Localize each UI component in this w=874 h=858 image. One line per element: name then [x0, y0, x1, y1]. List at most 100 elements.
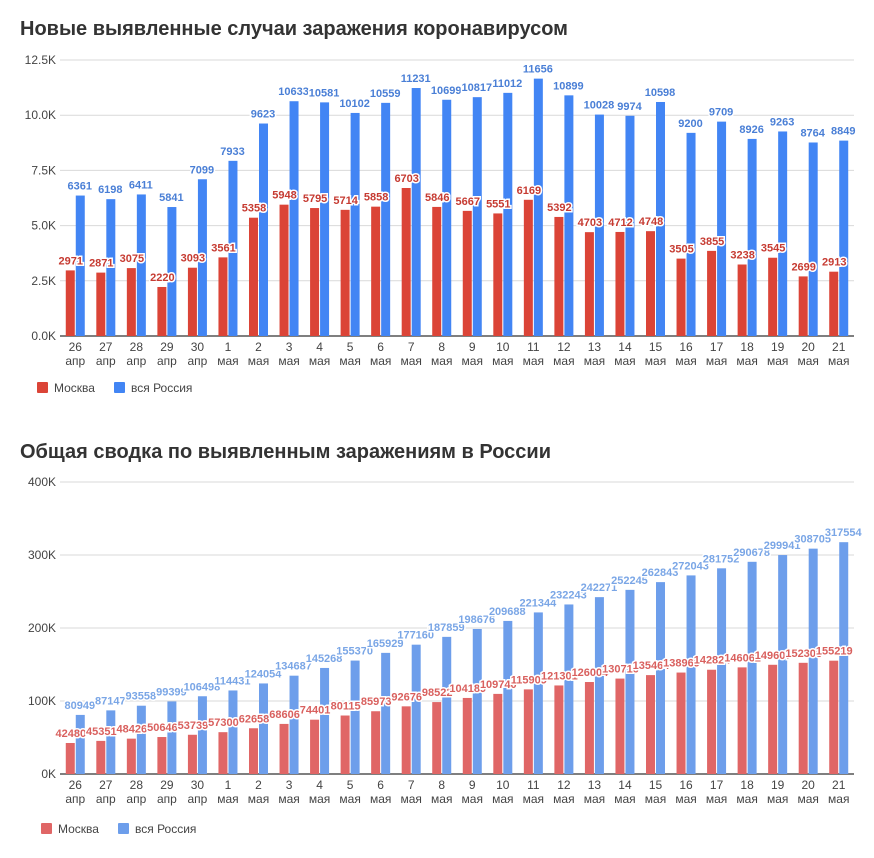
x-tick-label: 20	[802, 340, 816, 354]
x-tick-label: 1	[225, 778, 232, 792]
bar-russia	[656, 582, 665, 774]
data-label-russia: 9974	[617, 101, 642, 113]
bar-moscow	[279, 204, 289, 336]
bar-russia	[381, 102, 391, 337]
bar-moscow	[310, 719, 320, 774]
data-label-russia: 232243	[550, 589, 587, 601]
x-tick-label: мая	[248, 792, 269, 806]
x-tick-label: 13	[588, 778, 602, 792]
x-tick-label: мая	[706, 792, 727, 806]
bar-russia	[839, 140, 849, 336]
data-label-russia: 242271	[581, 582, 618, 594]
x-tick-label: 16	[679, 340, 693, 354]
data-label-moscow: 5795	[303, 193, 327, 205]
data-label-russia: 10598	[645, 87, 676, 99]
x-tick-label: 12	[557, 340, 571, 354]
data-label-moscow: 138969	[663, 658, 700, 670]
bar-moscow	[432, 206, 442, 336]
data-label-moscow: 42480	[55, 728, 86, 740]
bar-moscow	[798, 662, 808, 774]
data-label-moscow: 74401	[300, 705, 331, 717]
bar-russia	[839, 542, 849, 774]
data-label-russia: 10899	[553, 80, 584, 92]
bar-russia	[625, 589, 635, 774]
bar-moscow	[768, 664, 778, 774]
x-tick-label: 2	[255, 340, 262, 354]
x-tick-label: 30	[191, 778, 205, 792]
data-label-russia: 6198	[98, 184, 122, 196]
y-tick-label: 400K	[28, 475, 56, 489]
data-label-russia: 281752	[703, 553, 740, 565]
bar-moscow	[707, 250, 717, 336]
bar-russia	[259, 683, 268, 774]
y-tick-label: 0.0K	[31, 329, 56, 343]
x-tick-label: 28	[130, 340, 144, 354]
x-tick-label: мая	[400, 792, 421, 806]
bar-russia	[808, 142, 818, 336]
x-tick-label: 15	[649, 778, 663, 792]
data-label-russia: 10633	[278, 86, 309, 98]
x-tick-label: 21	[832, 340, 846, 354]
data-label-russia: 9200	[678, 118, 702, 130]
x-tick-label: 17	[710, 778, 724, 792]
data-label-russia: 5841	[159, 192, 183, 204]
bar-russia	[289, 101, 299, 336]
data-label-moscow: 4748	[639, 216, 663, 228]
x-tick-label: 29	[160, 778, 174, 792]
data-label-moscow: 3855	[700, 236, 724, 248]
x-tick-label: 13	[588, 340, 602, 354]
bar-russia	[472, 97, 482, 336]
data-label-russia: 9709	[709, 107, 733, 119]
bar-moscow	[676, 672, 686, 774]
bar-moscow	[584, 682, 594, 774]
data-label-moscow: 3561	[211, 242, 235, 254]
bar-russia	[533, 78, 543, 336]
data-label-moscow: 6703	[394, 173, 418, 185]
data-label-moscow: 2220	[150, 272, 174, 284]
bar-moscow	[707, 669, 717, 774]
bar-russia	[289, 675, 299, 774]
data-label-russia: 8849	[831, 126, 855, 138]
bar-russia	[75, 195, 85, 336]
bar-moscow	[829, 271, 839, 336]
data-label-russia: 87147	[95, 695, 126, 707]
x-tick-label: 11	[527, 778, 540, 792]
data-label-russia: 6361	[68, 181, 92, 193]
x-tick-label: мая	[523, 354, 544, 368]
bar-russia	[228, 690, 238, 774]
x-tick-label: 9	[469, 340, 476, 354]
x-tick-label: 17	[710, 340, 724, 354]
x-tick-label: 28	[130, 778, 144, 792]
data-label-moscow: 5551	[486, 198, 510, 210]
x-tick-label: апр	[126, 354, 146, 368]
data-label-russia: 8926	[739, 124, 763, 136]
x-tick-label: мая	[278, 792, 299, 806]
y-tick-label: 100K	[28, 694, 56, 708]
data-label-moscow: 5846	[425, 192, 449, 204]
data-label-moscow: 5858	[364, 192, 388, 204]
bar-moscow	[829, 660, 839, 774]
data-label-russia: 221344	[519, 597, 557, 609]
bar-moscow	[523, 689, 533, 774]
x-tick-label: 27	[99, 778, 113, 792]
x-tick-label: 21	[832, 778, 846, 792]
data-label-russia: 106498	[184, 681, 221, 693]
data-label-russia: 10102	[339, 98, 370, 110]
y-tick-label: 7.5K	[31, 163, 56, 177]
bar-moscow	[187, 267, 197, 336]
bar-russia	[350, 112, 360, 336]
data-label-russia: 198676	[458, 614, 495, 626]
x-tick-label: мая	[462, 792, 483, 806]
x-tick-label: мая	[614, 354, 635, 368]
data-label-moscow: 3093	[181, 253, 205, 265]
x-tick-label: 5	[347, 778, 354, 792]
data-label-moscow: 109740	[480, 679, 517, 691]
x-tick-label: мая	[431, 792, 452, 806]
bar-moscow	[65, 270, 75, 336]
bar-russia	[136, 194, 146, 336]
x-tick-label: мая	[431, 354, 452, 368]
data-label-russia: 155370	[336, 646, 373, 658]
data-label-russia: 290678	[733, 547, 770, 559]
bar-russia	[717, 121, 727, 337]
x-tick-label: апр	[187, 354, 207, 368]
